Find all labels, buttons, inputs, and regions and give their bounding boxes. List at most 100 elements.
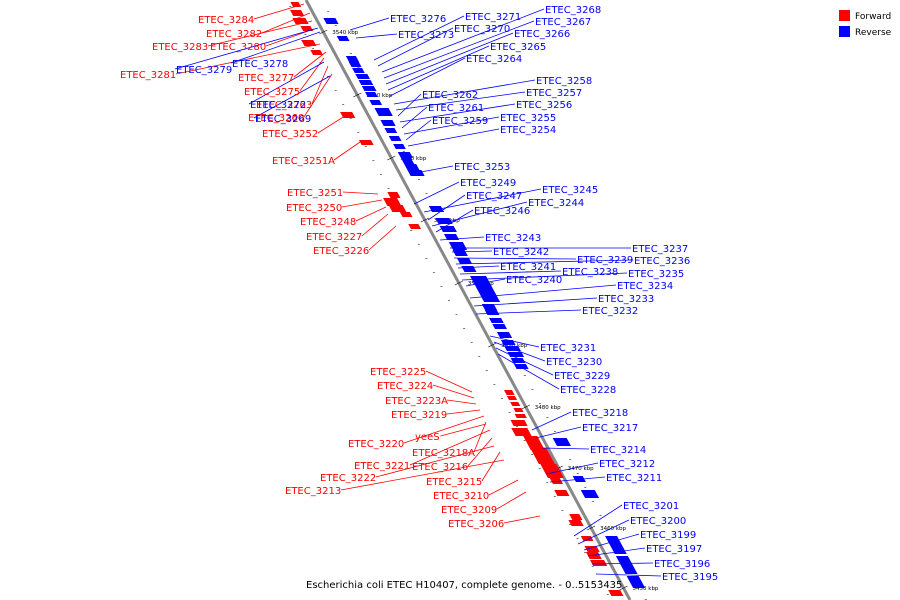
leader-line [423,188,542,213]
leader-line [373,15,465,61]
reverse-gene [470,276,501,302]
reverse-gene [369,100,383,105]
gene-label: ETEC_3218A [412,448,475,459]
gene-label: ETEC_3247 [466,191,522,202]
track-dot [379,174,382,175]
tick-mark [420,217,429,223]
gene-label: ETEC_3209 [441,505,497,516]
forward-gene [513,408,524,412]
reverse-gene [388,136,402,141]
leader-line [403,415,485,444]
forward-gene [549,478,563,484]
leader-line [595,573,662,577]
reverse-gene [489,318,504,323]
legend: Forward Reverse [839,10,892,38]
gene-label: ETEC_3268 [545,5,601,16]
reverse-gene [605,536,621,542]
leader-line [489,335,540,348]
gene-label: ETEC_3212 [599,459,655,470]
track-dot [289,6,292,7]
reverse-gene [323,18,339,24]
reverse-gene [397,152,413,158]
leader-line [253,3,305,20]
track-dot [599,515,602,516]
leader-line [253,75,331,119]
reverse-gene [552,438,571,446]
gene-label: ETEC_3260 [248,113,304,124]
reverse-gene [365,92,378,97]
tick-mark [387,155,396,161]
tick-mark [353,92,362,98]
forward-gene [510,402,521,406]
track-dot [357,67,360,68]
gene-label: ETEC_3230 [546,357,602,368]
gene-label: ETEC_3256 [516,100,572,111]
reverse-gene [626,576,642,582]
leader-line [591,562,654,565]
track-dot [523,375,526,376]
tick-mark [454,280,463,286]
track-dot [342,104,345,105]
leader-line [355,206,387,222]
leader-line [473,421,487,453]
track-dot [455,314,458,315]
forward-gene [506,396,518,400]
track-dot [568,524,571,525]
track-dot [349,118,352,119]
track-dot [357,132,360,133]
track-dot [485,370,488,371]
gene-label: ETEC_3237 [632,244,688,255]
leader-line [459,270,562,275]
track-dot [349,53,352,54]
forward-gene [387,192,401,198]
leader-line [425,370,473,393]
leader-line [431,201,528,227]
tick-mark [619,585,628,591]
gene-label: ETEC_3219 [391,410,447,421]
gene-label: ETEC_3255 [500,113,556,124]
leader-line [403,116,500,135]
leader-line [432,384,475,399]
leader-line [401,106,428,129]
reverse-gene [358,80,374,85]
gene-label: ETEC_3281 [120,70,176,81]
leader-line [407,128,500,147]
reverse-gene [380,120,396,126]
reverse-gene [352,68,365,73]
leader-line [457,265,500,269]
forward-gene [569,514,583,520]
track-dot [432,272,435,273]
reverse-gene [361,86,377,91]
leader-line [399,103,516,123]
leader-line [435,209,474,233]
reverse-gene [393,144,406,149]
leader-line [461,272,628,281]
gene-label: ETEC_3213 [285,486,341,497]
gene-label: ETEC_3197 [646,544,702,555]
leader-line [409,429,491,466]
leader-line [465,278,506,287]
leader-line [395,91,526,111]
track-dot [599,580,602,581]
track-dot [425,193,428,194]
leader-line [531,411,572,431]
track-dot [531,454,534,455]
gene-label: ETEC_3267 [535,17,591,28]
reverse-gene [348,62,362,67]
forward-gene [584,546,600,552]
track-dot [448,300,450,301]
gene-label: ETEC_3259 [432,116,488,127]
leader-line [375,445,495,478]
track-dot [334,25,337,26]
leader-line [383,20,535,79]
leader-line [368,225,397,251]
leader-line [317,113,349,134]
gene-label: ETEC_3226 [313,246,369,257]
reverse-gene [355,74,371,79]
gene-label: ETEC_3221 [354,461,410,472]
tick-label: 3520 kbp [400,156,426,162]
leader-line [503,515,541,524]
gene-label: ETEC_3277 [238,73,294,84]
gene-label: ETEC_3199 [640,530,696,541]
track-dot [546,482,549,483]
